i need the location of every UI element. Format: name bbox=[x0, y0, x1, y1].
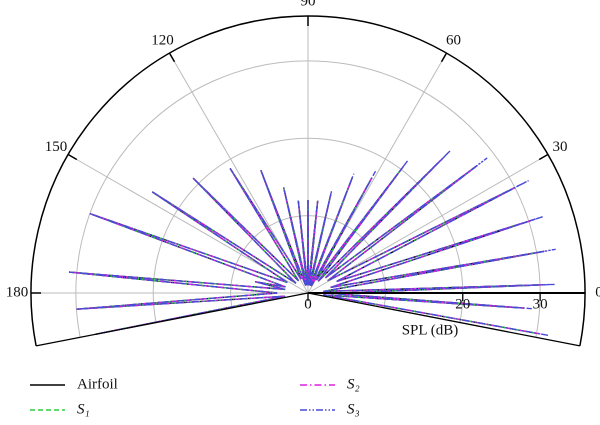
grid bbox=[31, 16, 585, 338]
theta-tick-label: 150 bbox=[45, 139, 68, 155]
theta-tick-label: 90 bbox=[301, 0, 316, 9]
theta-tick-label: 180 bbox=[6, 284, 29, 300]
theta-tick-label: 120 bbox=[151, 32, 174, 48]
legend-label: S₃ bbox=[347, 401, 360, 417]
legend-label: S₂ bbox=[347, 376, 360, 392]
r-tick-label: 0 bbox=[304, 296, 312, 312]
plot-lines bbox=[68, 150, 556, 337]
legend: Airfoil S₁ S₂ S₃ bbox=[30, 376, 360, 417]
r-tick-label: 20 bbox=[455, 296, 470, 312]
theta-tick bbox=[168, 52, 176, 63]
theta-tick-label: 30 bbox=[553, 139, 568, 155]
r-tick-label: 30 bbox=[533, 296, 548, 312]
theta-tick bbox=[440, 52, 448, 63]
series-line bbox=[68, 161, 545, 336]
series-line bbox=[68, 150, 556, 337]
legend-label: Airfoil bbox=[77, 376, 118, 392]
theta-tick-label: 0 bbox=[595, 284, 600, 300]
frame: 0 30 60 90 120 150 180 0 20 30 bbox=[6, 0, 600, 347]
boundary-line bbox=[35, 292, 309, 347]
legend-label: S₁ bbox=[77, 401, 90, 417]
boundary-line bbox=[307, 292, 581, 347]
r-axis-label: SPL (dB) bbox=[402, 322, 459, 338]
theta-tick-label: 60 bbox=[446, 32, 461, 48]
outer-arc bbox=[30, 15, 586, 346]
theta-tick bbox=[67, 153, 78, 161]
theta-tick bbox=[538, 153, 549, 161]
